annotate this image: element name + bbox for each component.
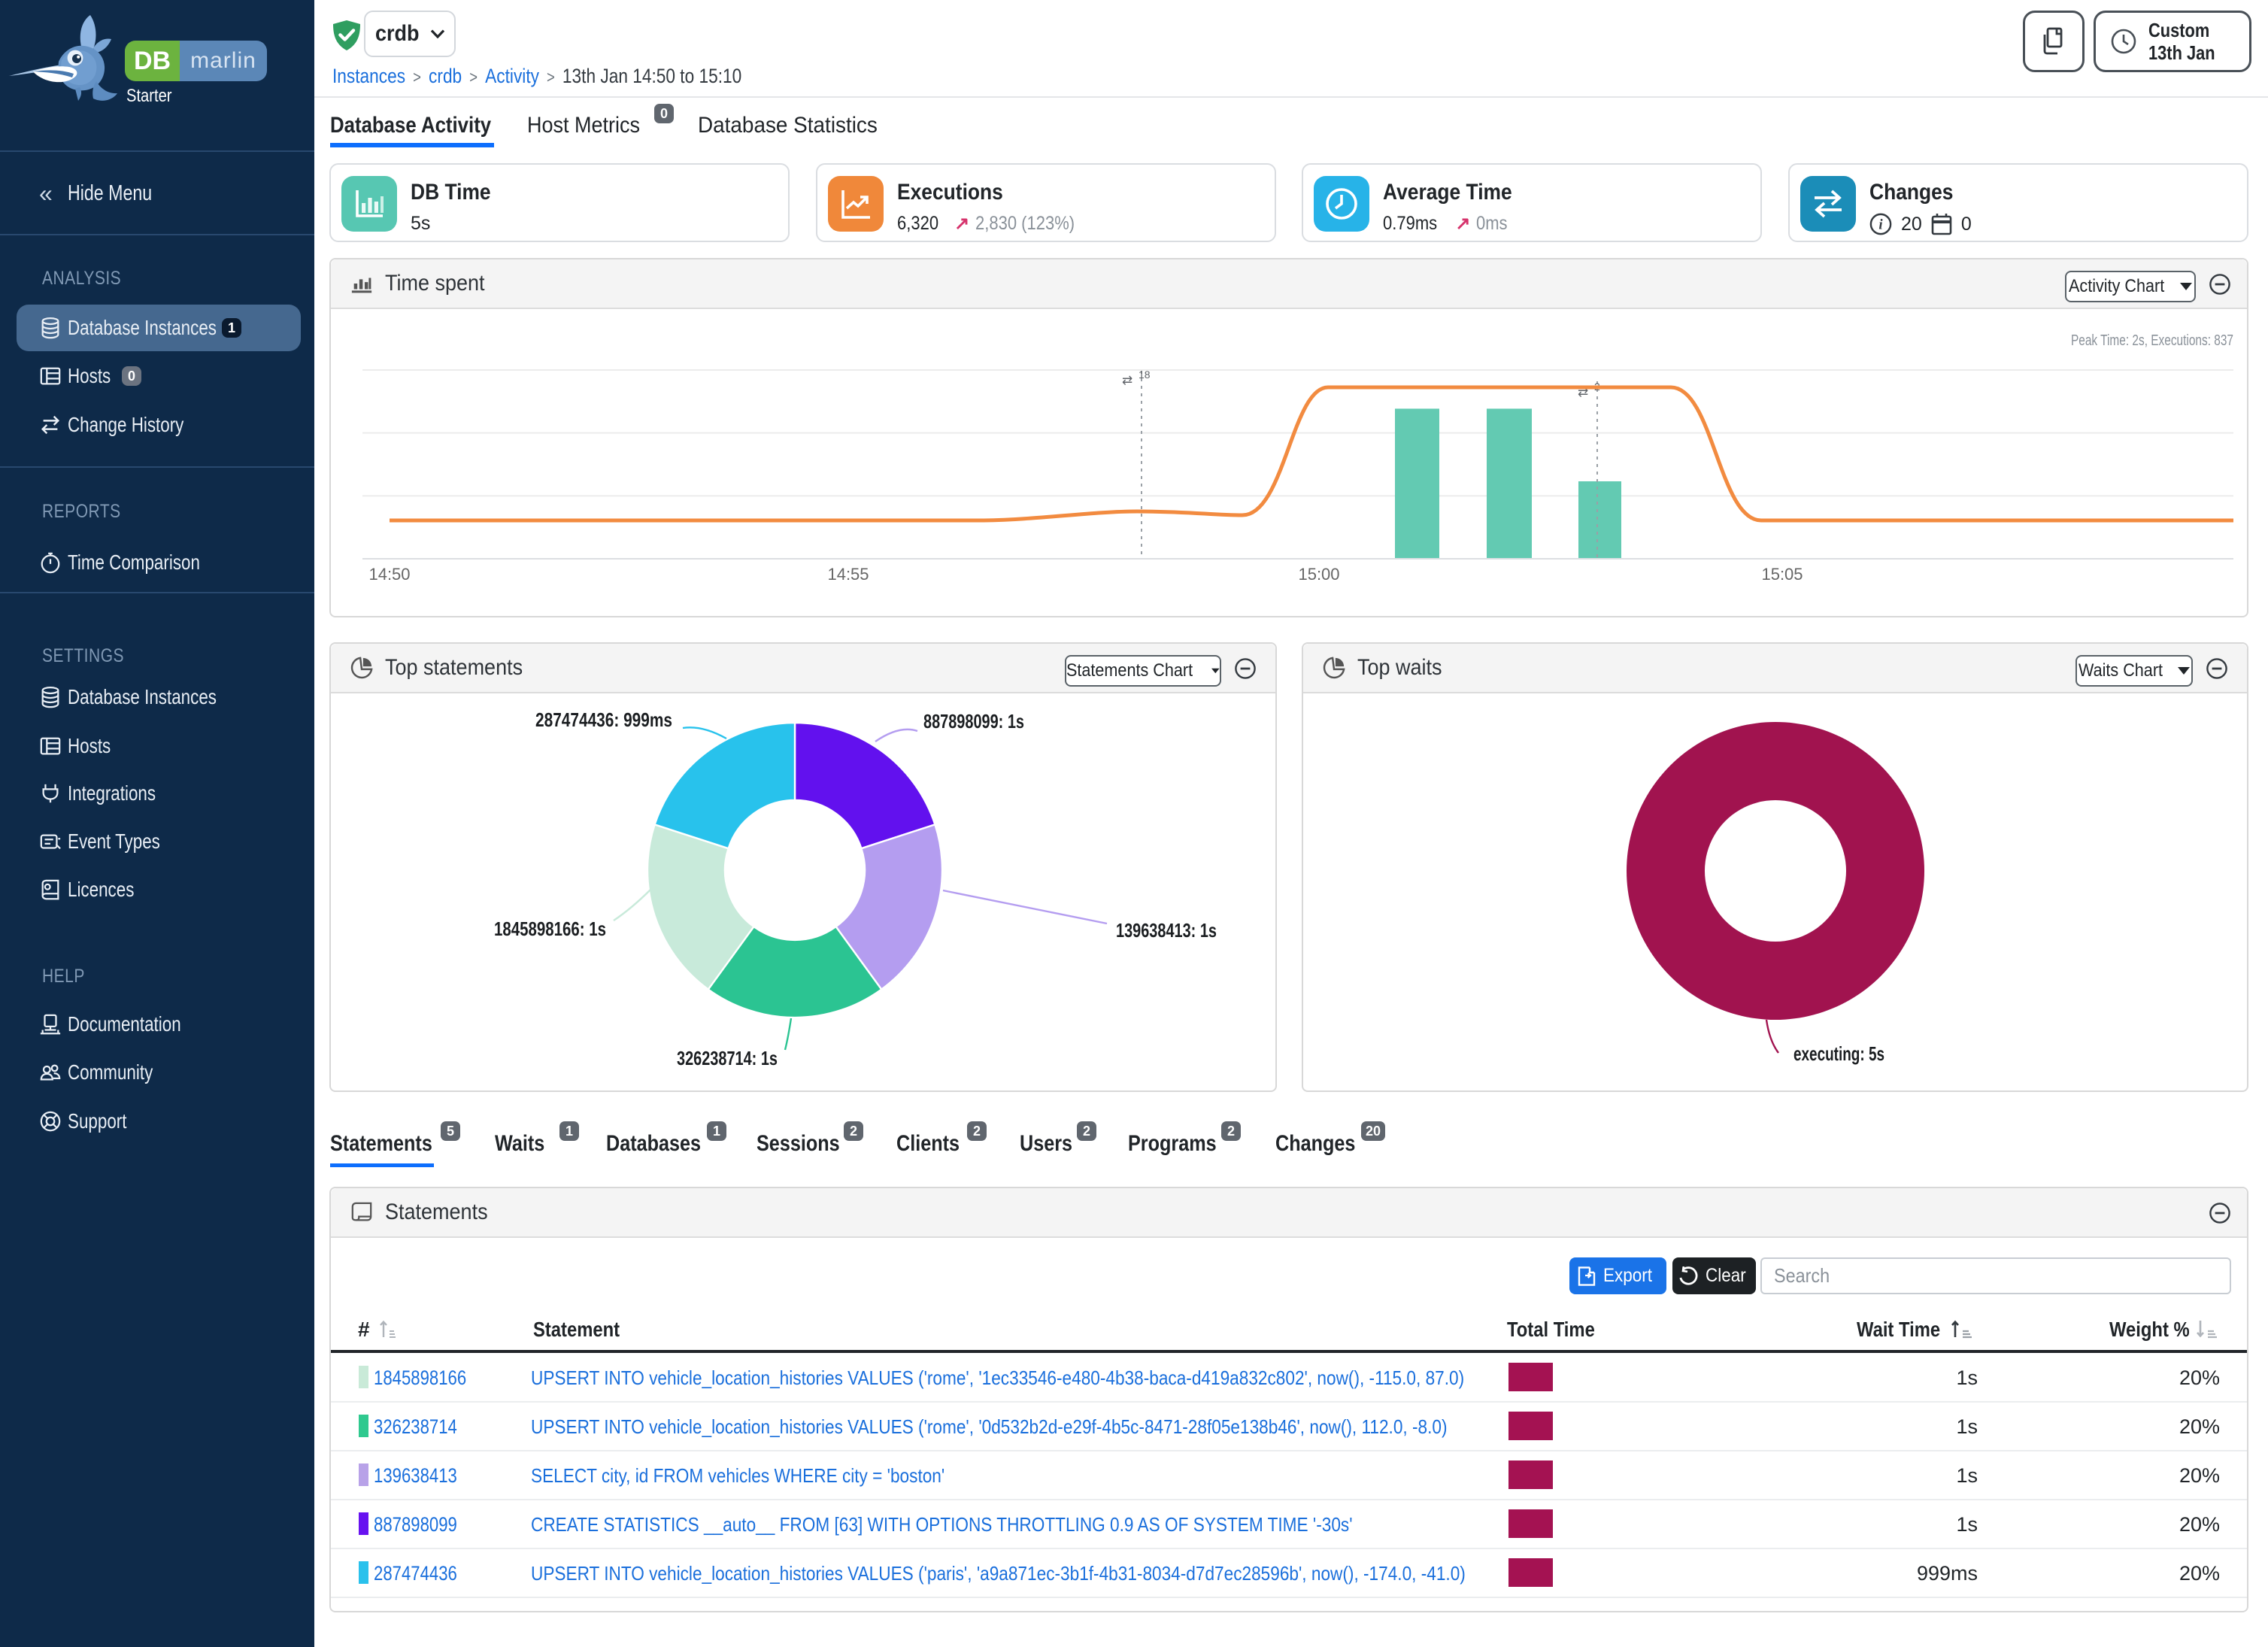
svg-text:287474436: 999ms: 287474436: 999ms	[535, 708, 672, 731]
svg-text:i: i	[1878, 217, 1883, 233]
svg-text:887898099: 1s: 887898099: 1s	[923, 710, 1024, 733]
svg-text:Peak Time: 2s, Executions: 837: Peak Time: 2s, Executions: 837	[2071, 332, 2233, 349]
svg-text:1845898166: 1s: 1845898166: 1s	[494, 918, 606, 940]
svg-text:139638413: 1s: 139638413: 1s	[1116, 919, 1217, 942]
svg-text:15:05: 15:05	[1761, 565, 1803, 584]
svg-text:14:55: 14:55	[827, 565, 869, 584]
svg-text:326238714: 1s: 326238714: 1s	[677, 1047, 778, 1069]
svg-text:14:50: 14:50	[368, 565, 410, 584]
svg-text:⇄: ⇄	[1122, 373, 1132, 387]
svg-text:executing: 5s: executing: 5s	[1793, 1042, 1884, 1065]
svg-text:18: 18	[1139, 369, 1151, 381]
svg-text:15:00: 15:00	[1298, 565, 1339, 584]
